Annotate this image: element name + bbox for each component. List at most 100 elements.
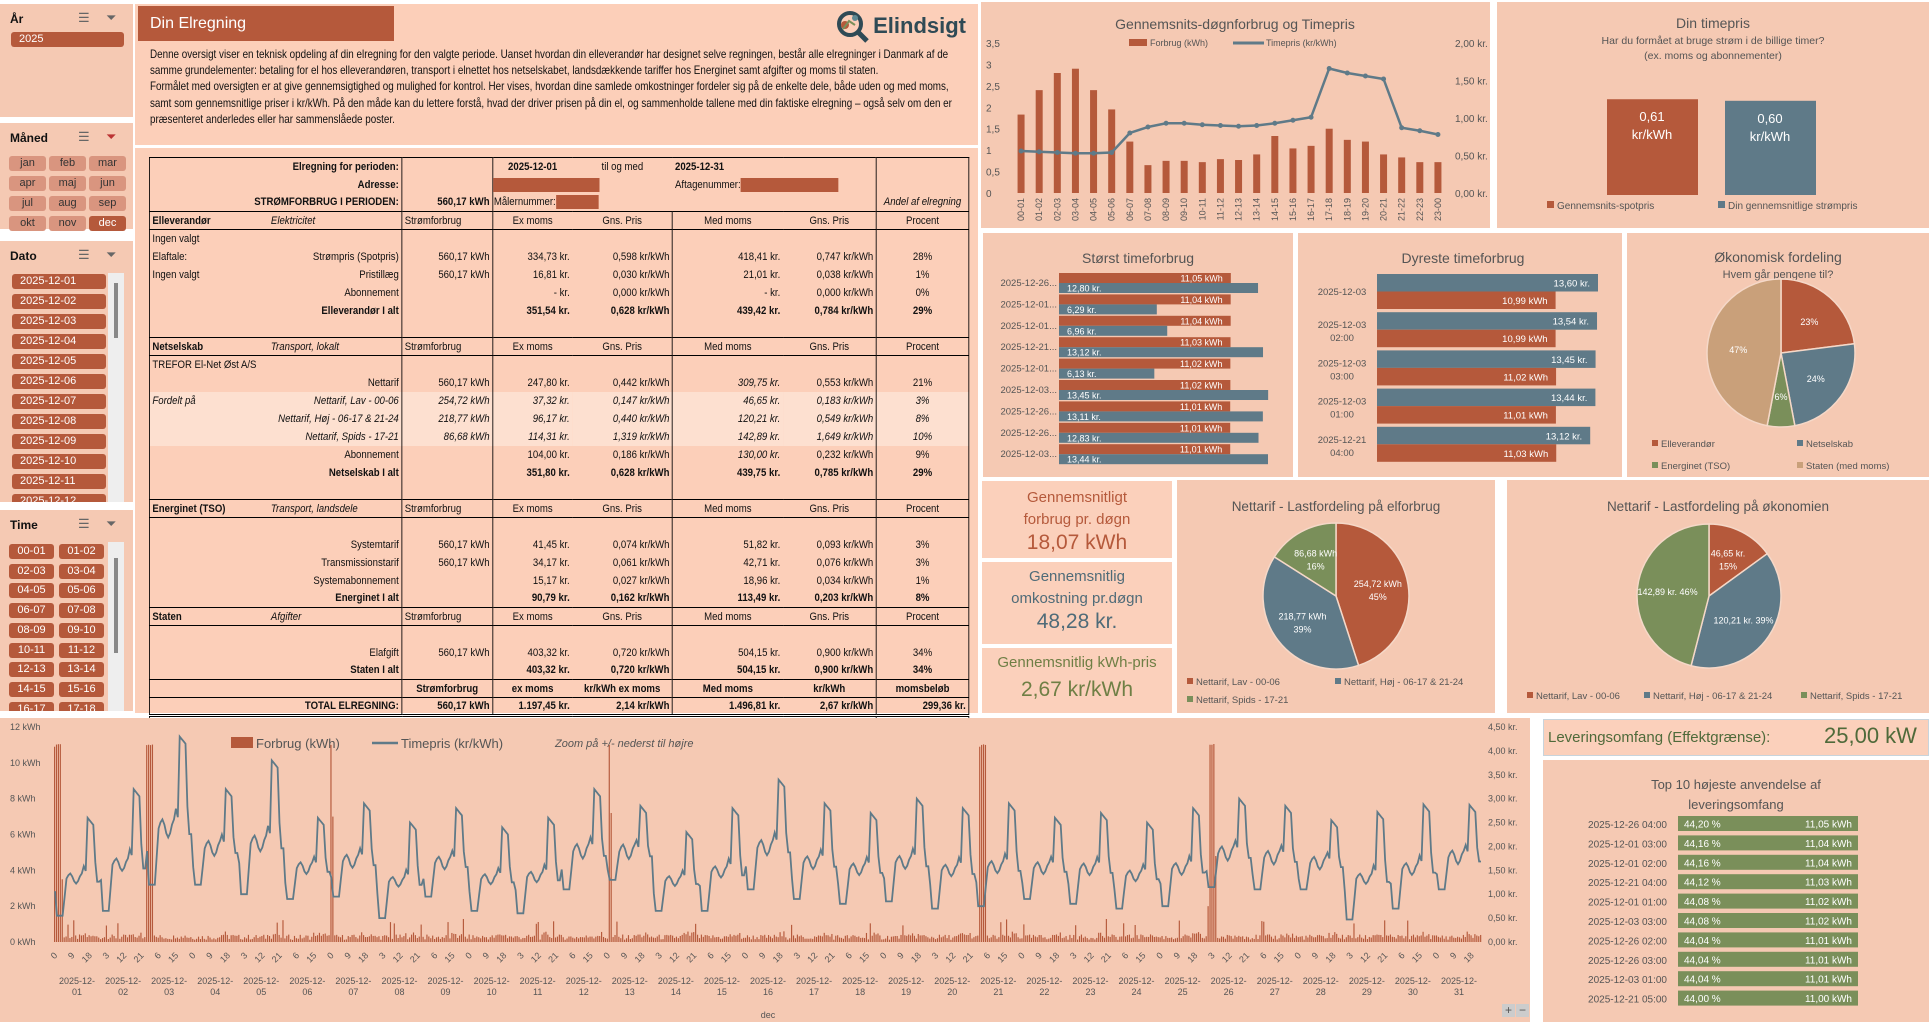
slicer-item-hour[interactable]: 06-07: [9, 603, 54, 619]
bar-hourly-consumption: [591, 936, 593, 942]
consumption-label: STRØMFORBRUG I PERIODEN:: [149, 193, 403, 212]
clear-filter-icon[interactable]: ⏷: [106, 516, 117, 531]
clear-filter-icon[interactable]: ⏷: [106, 10, 117, 25]
legend-swatch: [1797, 440, 1803, 446]
bar-hourly-consumption: [435, 937, 438, 942]
slicer-item-date[interactable]: 2025-12-04: [12, 334, 106, 349]
slicer-item-2025[interactable]: 2025: [11, 32, 124, 47]
bar-hourly-consumption: [583, 937, 585, 942]
table-cell: 560,17 kWh: [401, 643, 493, 662]
scrollbar[interactable]: [108, 273, 124, 502]
x-hour-tick: 12: [1082, 950, 1096, 964]
slicer-item-hour[interactable]: 16-17: [9, 701, 54, 711]
bar-hourly-consumption: [493, 937, 495, 942]
slicer-item-hour[interactable]: 14-15: [9, 681, 54, 697]
bar-hourly-consumption: [597, 935, 599, 942]
slicer-item-hour[interactable]: 03-04: [59, 563, 104, 579]
bar-hourly-consumption: [1361, 937, 1363, 942]
bar-hourly-consumption: [1121, 936, 1123, 942]
bar-hourly-consumption: [1161, 935, 1163, 942]
x-hour-tick: 9: [1033, 950, 1044, 961]
slicer-item-date[interactable]: 2025-12-09: [12, 434, 106, 449]
slicer-item-date[interactable]: 2025-12-03: [12, 314, 106, 329]
slicer-item-date[interactable]: 2025-12-08: [12, 414, 106, 429]
bar-hourly-consumption: [752, 935, 754, 942]
slicer-item-date[interactable]: 2025-12-10: [12, 454, 106, 469]
scrollbar[interactable]: [108, 542, 124, 711]
table-cell: [268, 355, 403, 374]
slicer-item-date[interactable]: 2025-12-05: [12, 354, 106, 369]
clear-filter-icon[interactable]: ⏷: [106, 129, 117, 144]
bar-hourly-consumption: [453, 933, 455, 942]
zoom-in-button[interactable]: +: [1502, 1004, 1515, 1017]
bar-hourly-consumption: [238, 934, 240, 942]
slicer-item-dec[interactable]: dec: [89, 216, 126, 231]
bar-hourly-consumption: [1019, 938, 1021, 942]
slicer-item-feb[interactable]: feb: [49, 156, 86, 171]
slicer-item-hour[interactable]: 07-08: [59, 603, 104, 619]
x-hour-tick: 9: [481, 950, 492, 961]
multi-select-icon[interactable]: ☰: [78, 129, 90, 144]
slicer-item-date[interactable]: 2025-12-06: [12, 374, 106, 389]
slicer-item-hour[interactable]: 10-11: [9, 642, 54, 658]
zoom-out-button[interactable]: −: [1516, 1004, 1529, 1017]
bar-consumption: [1017, 114, 1025, 193]
slicer-item-nov[interactable]: nov: [49, 216, 86, 231]
table-cell: [493, 356, 573, 374]
x-hour-tick: 12: [529, 950, 543, 964]
slicer-item-hour[interactable]: 09-10: [59, 622, 104, 638]
slicer-item-hour[interactable]: 05-06: [59, 583, 104, 599]
bar-hourly-consumption: [1457, 936, 1459, 942]
table-cell: [572, 625, 673, 644]
bar-hourly-consumption: [744, 937, 747, 942]
slicer-item-mar[interactable]: mar: [89, 156, 126, 171]
multi-select-icon[interactable]: ☰: [78, 10, 90, 25]
table-cell: 0,720 kr/kWh: [572, 661, 673, 680]
point-price: [1091, 150, 1097, 156]
slicer-item-date[interactable]: 2025-12-12: [12, 494, 106, 502]
bar-hourly-consumption: [530, 936, 532, 942]
bar-hourly-consumption: [236, 935, 238, 942]
slicer-item-hour[interactable]: 00-01: [9, 544, 54, 559]
slicer-item-sep[interactable]: sep: [89, 196, 126, 211]
table-cell: 3%: [915, 556, 930, 569]
slicer-item-hour[interactable]: 15-16: [59, 681, 104, 697]
bar-hourly-consumption: [1148, 936, 1150, 942]
slicer-item-hour[interactable]: 02-03: [9, 563, 54, 579]
slicer-item-okt[interactable]: okt: [9, 216, 46, 231]
point-price: [1344, 70, 1350, 76]
bar-your-price: [1725, 100, 1816, 195]
bar-hourly-consumption: [768, 935, 770, 942]
legend-label: Nettarif, Spids - 17-21: [1196, 695, 1288, 706]
slicer-item-hour[interactable]: 01-02: [59, 544, 104, 559]
slicer-item-apr[interactable]: apr: [9, 176, 46, 191]
bar-value-label: 6,96 kr.: [1067, 326, 1097, 336]
bar-hourly-consumption: [1257, 939, 1259, 942]
slicer-item-jun[interactable]: jun: [89, 176, 126, 191]
slicer-item-aug[interactable]: aug: [49, 196, 86, 211]
multi-select-icon[interactable]: ☰: [78, 247, 90, 262]
slicer-item-jan[interactable]: jan: [9, 156, 46, 171]
slicer-item-date[interactable]: 2025-12-11: [12, 474, 106, 489]
x-date-day: 09: [441, 987, 451, 997]
clear-filter-icon[interactable]: ⏷: [106, 247, 117, 262]
slicer-item-hour[interactable]: 11-12: [59, 642, 104, 658]
usage-percent: 44,16 %: [1684, 839, 1721, 850]
x-hour-tick: 18: [494, 950, 508, 964]
slicer-item-maj[interactable]: maj: [49, 176, 86, 191]
slicer-item-hour[interactable]: 13-14: [59, 662, 104, 678]
slicer-item-hour[interactable]: 04-05: [9, 583, 54, 599]
slicer-item-jul[interactable]: jul: [9, 196, 46, 211]
bar-hourly-consumption: [505, 934, 507, 942]
slicer-item-date[interactable]: 2025-12-02: [12, 294, 106, 309]
slicer-item-date[interactable]: 2025-12-01: [12, 274, 106, 289]
slicer-item-hour[interactable]: 12-13: [9, 662, 54, 678]
bar-hourly-consumption: [668, 935, 670, 942]
slicer-item-hour[interactable]: 08-09: [9, 622, 54, 638]
multi-select-icon[interactable]: ☰: [78, 516, 90, 531]
legend-swatch: [1718, 201, 1725, 208]
x-date-day: 05: [256, 987, 266, 997]
slicer-item-hour[interactable]: 17-18: [59, 701, 104, 711]
slicer-item-date[interactable]: 2025-12-07: [12, 394, 106, 409]
